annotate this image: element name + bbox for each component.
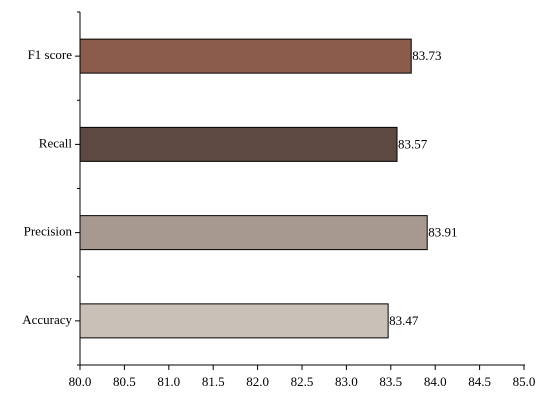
y-tick-label: Precision [24,224,73,239]
x-tick-label: 81.0 [157,374,180,389]
x-tick-label: 84.0 [424,374,447,389]
bar [79,126,398,162]
data-label: 83.57 [398,136,428,151]
bar [79,303,389,339]
x-tick-label: 80.5 [113,374,136,389]
data-label: 83.91 [428,225,457,240]
y-tick-label: Recall [39,135,73,150]
x-tick-label: 82.5 [291,374,314,389]
bar [79,38,412,74]
x-tick-label: 80.0 [69,374,92,389]
x-tick-label: 83.5 [379,374,402,389]
bar [79,215,428,251]
x-tick-label: 85.0 [513,374,536,389]
y-tick-label: F1 score [28,47,73,62]
x-tick-label: 84.5 [468,374,491,389]
x-tick-label: 83.0 [335,374,358,389]
x-tick-label: 81.5 [202,374,225,389]
data-label: 83.73 [412,48,441,63]
y-tick-label: Accuracy [22,312,72,327]
data-label: 83.47 [389,313,419,328]
x-tick-label: 82.0 [246,374,269,389]
